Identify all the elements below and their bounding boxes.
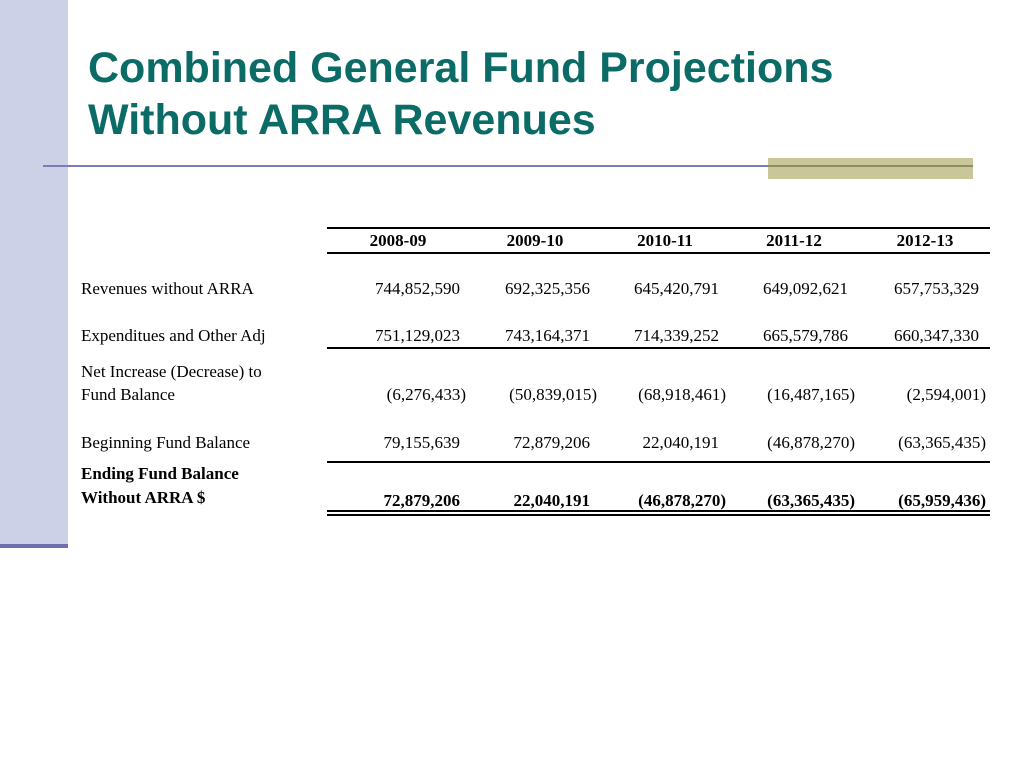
row-label-line-1: Ending Fund Balance [81,464,239,483]
header-bottom-rule [327,252,990,254]
title-line-1: Combined General Fund Projections [88,44,834,92]
table-cell: (2,594,001) [906,385,986,404]
table-cell: (46,878,270) [767,433,855,452]
table-cell: (6,276,433) [386,385,466,404]
table-cell: (46,878,270) [638,491,726,510]
table-cell: (68,918,461) [638,385,726,404]
title-line-2: Without ARRA Revenues [88,96,596,144]
table-cell: (63,365,435) [898,433,986,452]
row-label-line-2: Fund Balance [81,385,175,404]
column-header-2011-12: 2011-12 [766,231,822,250]
table-cell: 79,155,639 [383,433,461,452]
table-cell: 649,092,621 [763,279,848,298]
column-header-2012-13: 2012-13 [896,231,954,250]
table-cell: 645,420,791 [634,279,719,298]
column-header-2010-11: 2010-11 [637,231,693,250]
table-cell: 657,753,329 [894,279,979,298]
table-cell: (63,365,435) [767,491,855,510]
table-cell: 692,325,356 [505,279,590,298]
beginning-balance-rule [327,461,990,463]
accent-box-line [768,165,973,167]
table-cell: 714,339,252 [634,326,719,345]
table-cell: 72,879,206 [383,491,461,510]
table-cell: 72,879,206 [513,433,591,452]
title-divider [43,165,973,167]
side-band [0,0,68,544]
table-cell: 665,579,786 [763,326,848,345]
expenditures-rule [327,347,990,349]
table-cell: 22,040,191 [513,491,591,510]
header-top-rule [327,227,990,229]
table-cell: 743,164,371 [505,326,590,345]
table-cell: (16,487,165) [767,385,855,404]
table-cell: 751,129,023 [375,326,460,345]
table-cell: 660,347,330 [894,326,979,345]
row-label-line-1: Net Increase (Decrease) to [81,362,262,381]
row-label-line-2: Without ARRA $ [81,488,206,507]
table-cell: (50,839,015) [509,385,597,404]
table-cell: 22,040,191 [642,433,720,452]
table-cell: (65,959,436) [898,491,986,510]
slide-title: Combined General Fund Projections Withou… [88,42,988,146]
column-header-2008-09: 2008-09 [369,231,427,250]
column-header-2009-10: 2009-10 [506,231,564,250]
ending-balance-rule-2 [327,514,990,516]
row-label: Revenues without ARRA [81,279,254,298]
table-cell: 744,852,590 [375,279,460,298]
ending-balance-rule-1 [327,510,990,512]
accent-box [768,158,973,179]
side-band-bottom [0,544,68,548]
row-label: Beginning Fund Balance [81,433,251,452]
row-label: Expenditues and Other Adj [81,326,266,345]
